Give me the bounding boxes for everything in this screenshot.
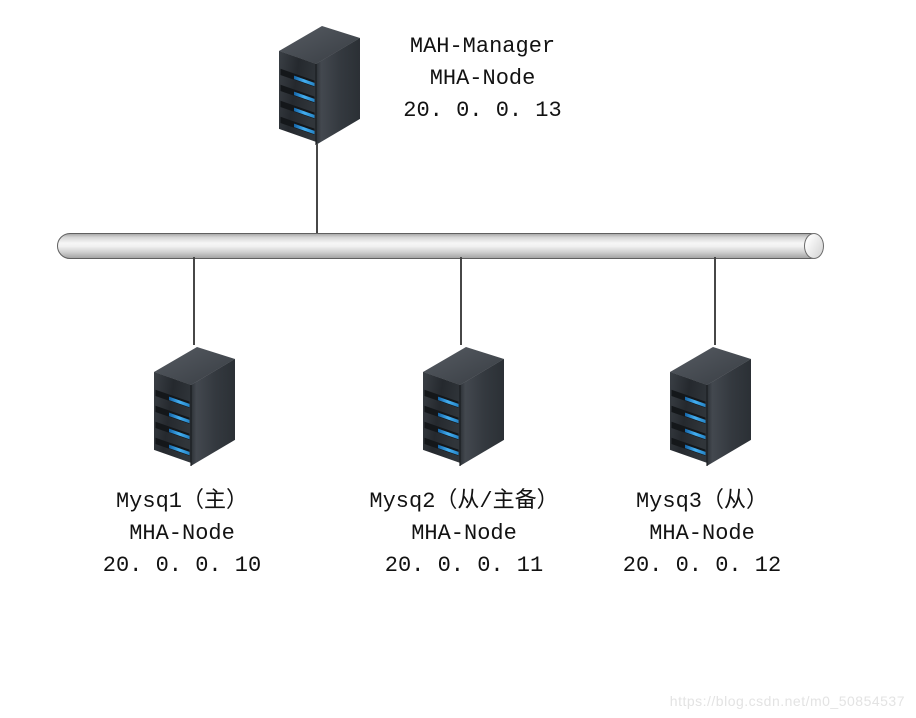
server-icon-mysql1 [142,343,242,470]
server-tower-icon [411,343,511,470]
node-label-manager: MAH-Manager MHA-Node 20. 0. 0. 13 [370,31,595,127]
server-tower-icon [142,343,242,470]
server-tower-icon [658,343,758,470]
node-label-mysql3: Mysq3（从） MHA-Node 20. 0. 0. 12 [592,486,812,582]
node-name: Mysq2（从/主备） [369,489,559,514]
node-role: MHA-Node [129,521,235,546]
connector-line-mysql2 [460,257,462,345]
node-role: MHA-Node [411,521,517,546]
node-ip: 20. 0. 0. 12 [622,553,782,578]
network-bus-end-cap [804,233,824,259]
node-ip: 20. 0. 0. 10 [102,553,262,578]
watermark-url: https://blog.csdn.net/m0_50854537 [669,693,905,709]
node-name: Mysq1（主） [115,489,248,514]
node-name: MAH-Manager [409,34,556,59]
node-ip: 20. 0. 0. 11 [384,553,544,578]
connector-line-mysql3 [714,257,716,345]
node-role: MHA-Node [429,66,536,91]
node-name: Mysq3（从） [635,489,768,514]
node-ip: 20. 0. 0. 13 [403,98,562,123]
connector-line-mysql1 [193,257,195,345]
node-label-mysql2: Mysq2（从/主备） MHA-Node 20. 0. 0. 11 [344,486,584,582]
server-icon-mysql3 [658,343,758,470]
server-icon-mysql2 [411,343,511,470]
server-tower-icon [267,22,367,149]
connector-line-manager [316,144,318,234]
server-icon-manager [267,22,367,149]
node-role: MHA-Node [649,521,755,546]
network-bus [57,233,824,259]
node-label-mysql1: Mysq1（主） MHA-Node 20. 0. 0. 10 [72,486,292,582]
